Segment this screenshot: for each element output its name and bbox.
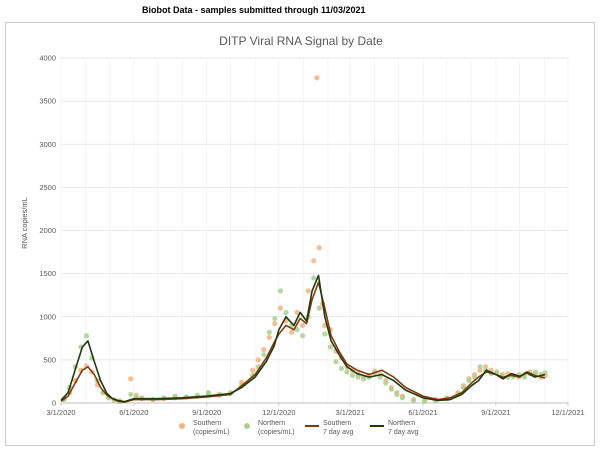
data-point [277, 288, 284, 294]
x-tick-label: 3/1/2020 [46, 408, 75, 417]
legend-sublabel: (copies/mL) [193, 429, 230, 436]
y-tick-label: 3500 [39, 97, 56, 106]
data-point [311, 258, 317, 264]
data-point [314, 75, 320, 81]
x-tick-label: 9/1/2021 [481, 408, 510, 417]
data-point [532, 369, 539, 375]
data-point [283, 309, 289, 316]
legend-item: Southern (copies/mL) [179, 420, 230, 436]
legend-label: Northern [258, 420, 285, 427]
data-point [294, 309, 300, 316]
y-tick-label: 4000 [39, 54, 56, 63]
data-point [266, 329, 272, 335]
data-point [288, 329, 295, 335]
data-point [394, 391, 400, 397]
data-point [255, 357, 261, 363]
data-point [128, 391, 134, 397]
data-point [477, 364, 483, 370]
legend-label: Southern [193, 420, 222, 427]
data-point [272, 315, 278, 322]
data-point [205, 390, 211, 396]
data-point [361, 376, 367, 382]
header-caption: Biobot Data - samples submitted through … [142, 5, 366, 15]
chart-area: DITP Viral RNA Signal by Date RNA copies… [5, 22, 595, 446]
x-tick-label: 12/1/2020 [262, 408, 295, 417]
legend-label: Northern [388, 420, 415, 427]
data-point [272, 321, 278, 327]
y-tick-label: 2000 [39, 226, 56, 235]
gridlines [60, 57, 569, 404]
series-layer [60, 75, 548, 404]
y-tick-label: 1500 [39, 269, 56, 278]
data-point [349, 372, 356, 378]
data-point [266, 334, 272, 341]
data-point [422, 398, 428, 404]
x-tick-label: 9/1/2020 [192, 408, 221, 417]
legend-label: Southern [323, 420, 352, 427]
y-tick-label: 0 [52, 399, 56, 408]
series-northern-copies-ml- [61, 275, 548, 404]
data-point [344, 369, 350, 375]
y-tick-label: 500 [43, 355, 56, 364]
x-tick-label: 3/1/2021 [336, 408, 365, 417]
data-point [383, 380, 389, 386]
legend-sublabel: 7 day avg [323, 429, 353, 436]
legend-sublabel: (copies/mL) [258, 429, 295, 436]
y-tick-label: 2500 [39, 183, 56, 192]
legend-marker [244, 423, 250, 429]
data-point [316, 245, 322, 251]
data-point [338, 365, 345, 372]
y-axis-label: RNA copies/mL [20, 197, 29, 249]
x-tick-labels: 3/1/2020 6/1/2020 9/1/2020 12/1/2020 3/1/202… [46, 403, 585, 417]
y-tick-label: 3000 [39, 140, 56, 149]
legend-sublabel: 7 day avg [388, 429, 418, 436]
data-point [294, 327, 300, 333]
series-southern-copies-ml- [61, 75, 548, 404]
series-line-northern-7-day-avg [60, 274, 546, 403]
data-point [305, 288, 311, 294]
data-point [333, 359, 339, 365]
data-point [388, 386, 394, 392]
x-tick-label: 12/1/2021 [551, 408, 584, 417]
legend-marker [179, 423, 185, 429]
legend-item: Northern 7 day avg [370, 420, 418, 436]
data-point [83, 333, 89, 339]
legend-item: Northern (copies/mL) [244, 420, 295, 436]
legend: Southern(copies/mL)Northern(copies/mL)So… [179, 420, 418, 436]
data-point [327, 344, 333, 350]
data-point [277, 305, 284, 311]
data-point [311, 275, 317, 281]
x-tick-label: 6/1/2021 [408, 408, 437, 417]
chart-title: DITP Viral RNA Signal by Date [219, 34, 383, 48]
data-point [466, 377, 472, 384]
x-tick-label: 6/1/2020 [119, 408, 148, 417]
legend-item: Southern 7 day avg [305, 420, 353, 436]
y-tick-labels: 0 500 1000 1500 2000 2500 3000 3500 4000 [39, 54, 56, 408]
data-point [355, 374, 361, 380]
data-point [250, 367, 256, 373]
data-point [261, 352, 267, 358]
data-point [410, 397, 417, 404]
data-point [261, 346, 267, 353]
data-point [300, 333, 306, 339]
data-point [322, 331, 328, 337]
chart-svg: DITP Viral RNA Signal by Date RNA copies… [20, 34, 585, 436]
data-point [128, 376, 134, 382]
y-tick-label: 1000 [39, 312, 56, 321]
data-point [399, 395, 406, 401]
data-point [300, 322, 306, 328]
data-point [494, 369, 500, 375]
data-point [521, 374, 528, 380]
data-point [316, 305, 322, 311]
